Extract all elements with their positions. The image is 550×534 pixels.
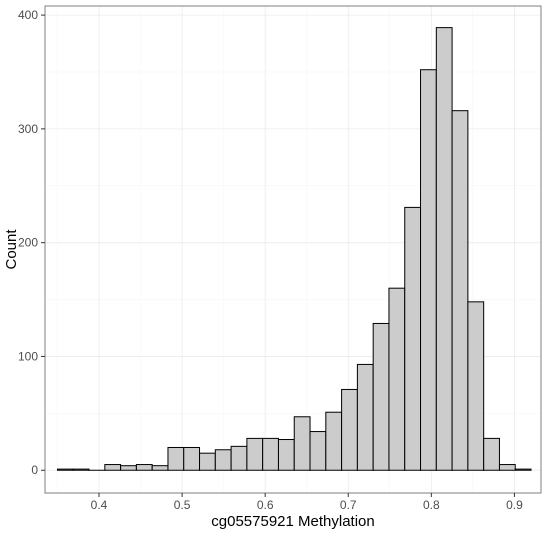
x-tick-label: 0.5 bbox=[174, 498, 191, 512]
histogram-bar bbox=[135, 464, 153, 471]
histogram-bar bbox=[183, 446, 201, 471]
x-tick-label: 0.8 bbox=[423, 498, 440, 512]
axis-ticks: 0.4 0.5 0.6 0.7 0.8 0.9 0 100 200 300 400 bbox=[18, 8, 523, 512]
x-tick-label: 0.4 bbox=[91, 498, 108, 512]
plot-panel-border bbox=[44, 5, 542, 494]
histogram-bar bbox=[451, 110, 469, 471]
histogram-bar bbox=[293, 416, 311, 471]
y-tick-label: 300 bbox=[18, 122, 38, 136]
histogram-bar bbox=[341, 388, 358, 471]
histogram-bar bbox=[483, 437, 500, 471]
histogram-bar bbox=[467, 301, 485, 471]
y-axis-title: Count bbox=[3, 229, 20, 270]
histogram-bar bbox=[199, 452, 216, 471]
histogram-bar bbox=[151, 465, 169, 471]
histogram-bar bbox=[435, 27, 453, 471]
y-tick-label: 0 bbox=[31, 463, 38, 477]
histogram-bar bbox=[104, 464, 122, 471]
y-tick-label: 200 bbox=[18, 236, 38, 250]
histogram-bar bbox=[246, 437, 264, 471]
histogram-bar bbox=[56, 468, 74, 471]
y-tick-label: 400 bbox=[18, 8, 38, 22]
histogram-bar bbox=[404, 206, 422, 471]
histogram-bar bbox=[230, 445, 248, 471]
histogram-bar bbox=[514, 468, 532, 471]
y-tick-label: 100 bbox=[18, 349, 38, 363]
x-tick-label: 0.7 bbox=[340, 498, 357, 512]
histogram-bar bbox=[420, 69, 437, 471]
histogram-bar bbox=[498, 464, 516, 471]
histogram-bar bbox=[388, 287, 406, 471]
histogram-bar bbox=[372, 322, 390, 471]
x-tick-label: 0.6 bbox=[257, 498, 274, 512]
x-tick-label: 0.9 bbox=[506, 498, 523, 512]
histogram-bar bbox=[214, 449, 232, 471]
histogram-bar bbox=[167, 446, 185, 471]
histogram-bar bbox=[356, 363, 374, 471]
x-axis-title: cg05575921 Methylation bbox=[211, 513, 374, 530]
histogram-bar bbox=[120, 465, 137, 471]
histogram-bar bbox=[72, 468, 90, 471]
histogram-bar bbox=[325, 411, 343, 471]
histogram-bar bbox=[277, 439, 295, 471]
histogram-bar bbox=[262, 437, 279, 471]
histogram-bar bbox=[309, 431, 327, 471]
histogram-bars bbox=[56, 27, 532, 471]
